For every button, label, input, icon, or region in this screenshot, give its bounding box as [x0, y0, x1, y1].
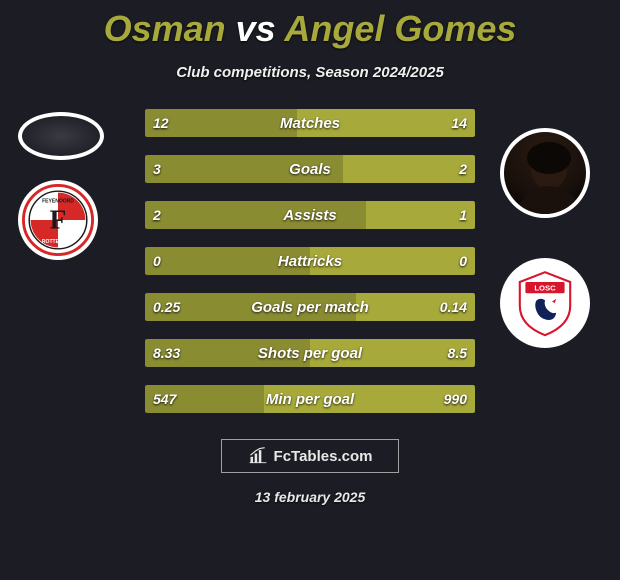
bar-right-fill [310, 339, 475, 367]
player1-club-crest: F FEYENOORD ROTTERDAM [18, 180, 98, 260]
svg-text:FEYENOORD: FEYENOORD [42, 199, 74, 205]
date: 13 february 2025 [0, 489, 620, 505]
bar-left-fill [145, 109, 297, 137]
bar-right-fill [356, 293, 475, 321]
stat-row: 547990Min per goal [145, 385, 475, 413]
bar-right-fill [310, 247, 475, 275]
bar-left-fill [145, 155, 343, 183]
feyenoord-crest-icon: F FEYENOORD ROTTERDAM [22, 184, 94, 256]
bar-left-fill [145, 247, 310, 275]
bar-left-fill [145, 201, 366, 229]
brand-text: FcTables.com [274, 448, 373, 465]
stat-row: 32Goals [145, 155, 475, 183]
stat-row: 1214Matches [145, 109, 475, 137]
svg-text:LOSC: LOSC [534, 283, 556, 292]
bar-left-fill [145, 385, 264, 413]
stat-row: 00Hattricks [145, 247, 475, 275]
bar-right-fill [366, 201, 475, 229]
stat-row: 21Assists [145, 201, 475, 229]
svg-text:F: F [50, 205, 67, 235]
bar-left-fill [145, 339, 310, 367]
title-player1: Osman [104, 8, 226, 49]
title-vs: vs [236, 8, 276, 49]
stat-row: 0.250.14Goals per match [145, 293, 475, 321]
brand-chart-icon [248, 446, 268, 466]
comparison-bars: 1214Matches 32Goals 21Assists 00Hattricks 0.… [145, 109, 475, 413]
player2-avatar [500, 128, 590, 218]
title-player2: Angel Gomes [284, 8, 516, 49]
player1-avatar [18, 112, 104, 160]
svg-text:ROTTERDAM: ROTTERDAM [42, 239, 74, 245]
bar-right-fill [264, 385, 475, 413]
bar-right-fill [297, 109, 475, 137]
lille-crest-icon: LOSC [510, 268, 580, 338]
bar-left-fill [145, 293, 356, 321]
player2-club-crest: LOSC [500, 258, 590, 348]
stat-row: 8.338.5Shots per goal [145, 339, 475, 367]
subtitle: Club competitions, Season 2024/2025 [0, 64, 620, 81]
bar-right-fill [343, 155, 475, 183]
comparison-title: Osman vs Angel Gomes [0, 0, 620, 50]
brand-box: FcTables.com [221, 439, 399, 473]
